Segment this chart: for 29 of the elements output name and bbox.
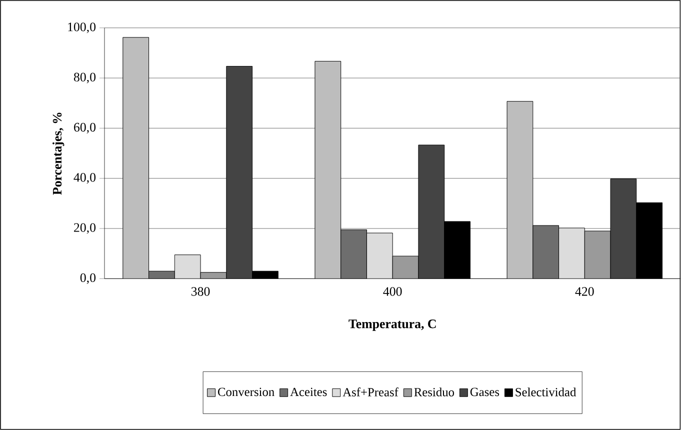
y-tick-label: 80,0 bbox=[74, 72, 96, 84]
x-tick-label: 400 bbox=[383, 287, 402, 296]
legend-label: Selectividad bbox=[516, 388, 576, 396]
y-tick-label: 60,0 bbox=[74, 122, 96, 134]
bar bbox=[392, 256, 418, 279]
bar bbox=[148, 271, 175, 279]
bar bbox=[558, 228, 585, 279]
x-axis-title: Temperatura, C bbox=[348, 320, 436, 331]
y-axis-title: Porcentajes, % bbox=[52, 112, 64, 195]
bar bbox=[532, 225, 560, 279]
y-tick-label: 40,0 bbox=[74, 173, 96, 184]
bar bbox=[366, 233, 393, 279]
y-tick-label: 20,0 bbox=[74, 223, 96, 234]
legend-label: Gases bbox=[470, 388, 500, 396]
bar bbox=[584, 230, 611, 279]
bar bbox=[340, 230, 367, 279]
legend-label: Asf+Preasf bbox=[342, 388, 398, 396]
legend-label: Aceites bbox=[290, 388, 327, 396]
bar bbox=[506, 101, 534, 279]
x-tick-label: 420 bbox=[575, 287, 594, 296]
x-tick-label: 380 bbox=[191, 287, 210, 296]
bar bbox=[174, 254, 201, 279]
legend-label: Conversion bbox=[218, 388, 274, 396]
y-tick-label: 100,0 bbox=[68, 22, 96, 34]
bar bbox=[314, 61, 341, 279]
legend-label: Residuo bbox=[414, 388, 454, 396]
bar bbox=[200, 272, 226, 279]
bar bbox=[122, 37, 149, 279]
y-tick-label: 0,0 bbox=[80, 273, 96, 284]
